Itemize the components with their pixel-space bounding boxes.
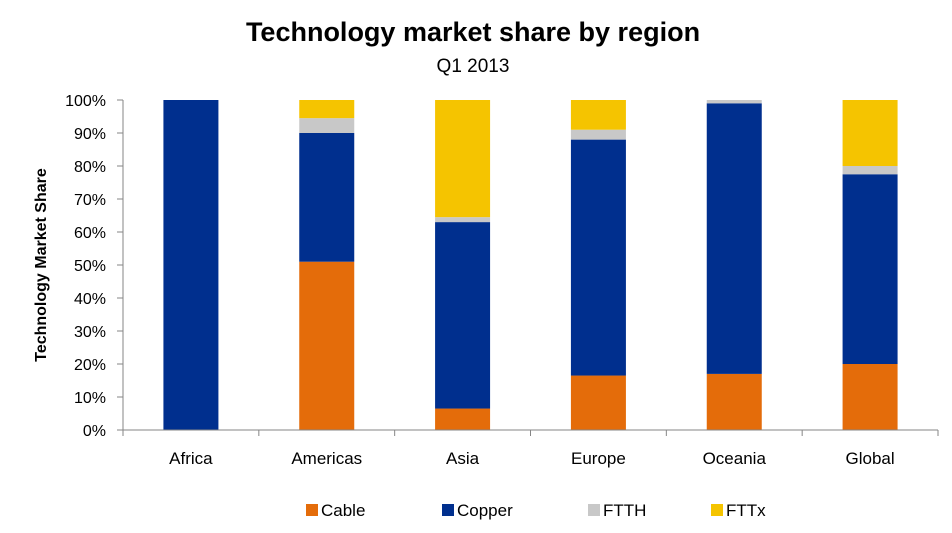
- bar-copper-asia: [435, 222, 491, 409]
- y-axis-label: Technology Market Share: [33, 168, 50, 362]
- bar-cable-oceania: [706, 373, 762, 430]
- y-tick-label: 60%: [74, 225, 106, 242]
- bar-ftth-europe: [570, 129, 626, 140]
- y-tick-label: 90%: [74, 126, 106, 143]
- bar-copper-oceania: [706, 103, 762, 374]
- bars: [163, 100, 898, 430]
- bar-copper-europe: [570, 139, 626, 376]
- bar-fttx-global: [842, 100, 898, 166]
- bar-cable-europe: [570, 375, 626, 430]
- legend: Cable Copper FTTH FTTx: [306, 501, 766, 520]
- legend-swatch-ftth: [588, 504, 600, 516]
- legend-swatch-copper: [442, 504, 454, 516]
- axes: [117, 99, 939, 436]
- legend-swatch-cable: [306, 504, 318, 516]
- legend-swatch-fttx: [711, 504, 723, 516]
- y-tick-label: 30%: [74, 324, 106, 341]
- legend-label-cable: Cable: [321, 501, 365, 520]
- x-tick-label: Asia: [446, 449, 480, 468]
- bar-cable-asia: [435, 408, 491, 430]
- bar-copper-americas: [299, 133, 355, 262]
- y-tick-label: 20%: [74, 357, 106, 374]
- legend-label-ftth: FTTH: [603, 501, 646, 520]
- bar-copper-global: [842, 174, 898, 364]
- y-tick-label: 50%: [74, 258, 106, 275]
- bar-fttx-asia: [435, 100, 491, 218]
- x-tick-label: Americas: [291, 449, 362, 468]
- y-tick-label: 0%: [83, 423, 106, 440]
- x-tick-label: Africa: [169, 449, 213, 468]
- bar-ftth-americas: [299, 118, 355, 133]
- y-tick-label: 10%: [74, 390, 106, 407]
- bar-copper-africa: [163, 100, 219, 430]
- bar-cable-global: [842, 364, 898, 430]
- y-tick-label: 70%: [74, 192, 106, 209]
- bar-fttx-europe: [570, 100, 626, 130]
- bar-ftth-oceania: [706, 100, 762, 104]
- y-tick-label: 80%: [74, 159, 106, 176]
- legend-label-copper: Copper: [457, 501, 513, 520]
- y-tick-label: 100%: [65, 93, 106, 110]
- x-tick-label: Europe: [571, 449, 626, 468]
- legend-label-fttx: FTTx: [726, 501, 766, 520]
- x-tick-label: Global: [846, 449, 895, 468]
- y-tick-label: 40%: [74, 291, 106, 308]
- bar-cable-americas: [299, 261, 355, 430]
- chart-title: Technology market share by region: [246, 17, 700, 47]
- tick-labels: 0% 10% 20% 30% 40% 50% 60% 70% 80% 90% 100% Africa A…: [65, 93, 895, 468]
- chart-subtitle: Q1 2013: [437, 56, 510, 77]
- bar-fttx-americas: [299, 100, 355, 119]
- x-tick-label: Oceania: [703, 449, 767, 468]
- bar-ftth-global: [842, 166, 898, 175]
- bar-ftth-asia: [435, 217, 491, 223]
